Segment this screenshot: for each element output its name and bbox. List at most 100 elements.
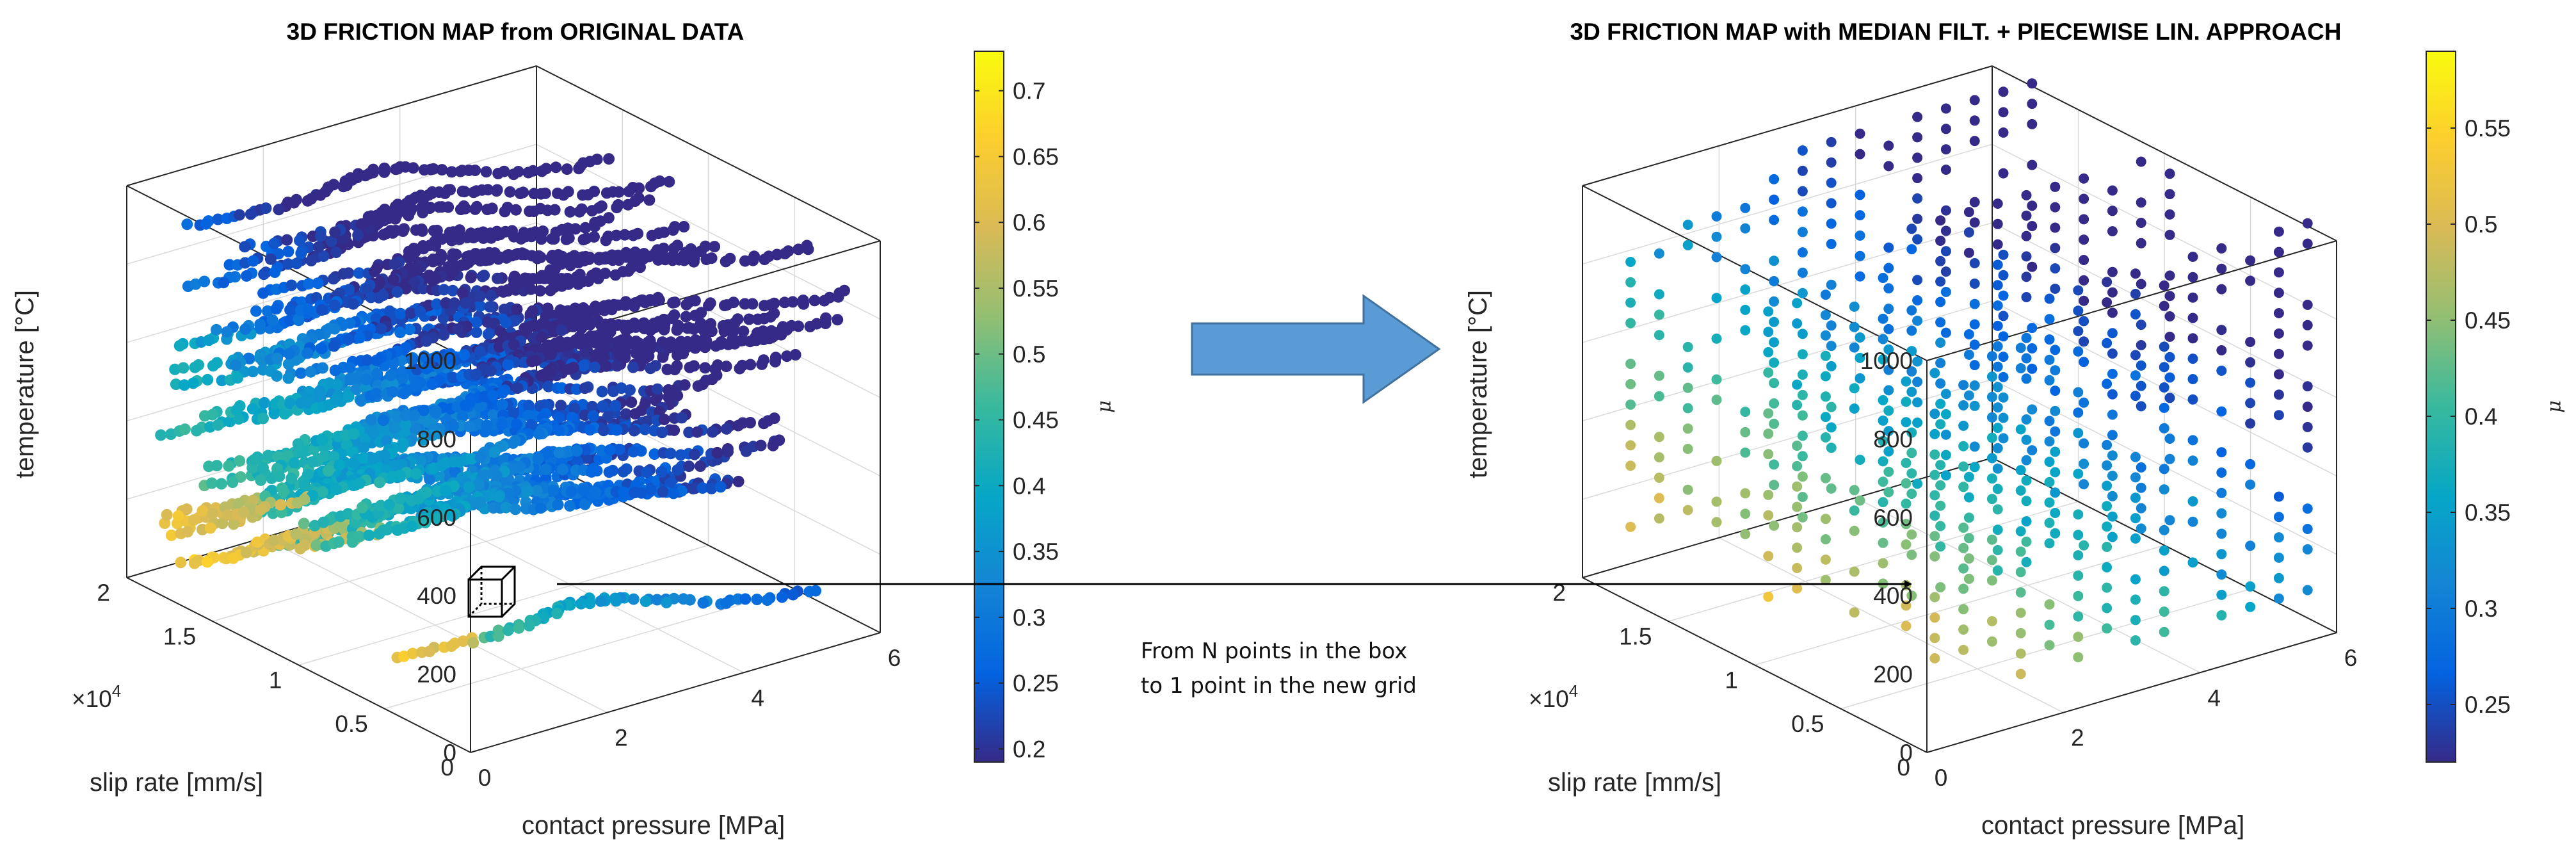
data-point xyxy=(1855,332,1865,343)
data-point xyxy=(1855,128,1865,139)
y-tick-label: 0 xyxy=(440,754,454,781)
data-point xyxy=(1849,607,1860,618)
colorbar-tick-label: 0.35 xyxy=(1013,539,1059,565)
data-point xyxy=(282,450,294,462)
data-point xyxy=(1992,280,2003,291)
data-point xyxy=(769,355,781,368)
data-point xyxy=(371,368,383,380)
data-point xyxy=(381,435,393,447)
data-point xyxy=(1986,371,1997,382)
data-point xyxy=(365,414,377,426)
data-point xyxy=(720,361,732,373)
data-point xyxy=(2273,288,2284,298)
colorbar-tick-label: 0.7 xyxy=(1013,78,1045,104)
data-point xyxy=(1654,492,1664,503)
data-point xyxy=(2245,357,2256,368)
data-point xyxy=(1826,157,1837,168)
data-point xyxy=(377,414,389,426)
data-point xyxy=(2102,378,2113,389)
data-point xyxy=(1826,341,1837,352)
data-point xyxy=(394,327,407,339)
data-point xyxy=(448,297,460,309)
data-point xyxy=(498,304,510,316)
data-point xyxy=(2050,446,2061,457)
data-point xyxy=(467,186,479,199)
data-point xyxy=(2050,365,2061,376)
data-point xyxy=(367,452,380,464)
data-point xyxy=(580,452,592,464)
data-point xyxy=(597,425,609,437)
data-point xyxy=(2073,550,2084,561)
data-point xyxy=(1654,330,1664,341)
data-point xyxy=(200,218,212,230)
data-point xyxy=(664,448,677,460)
data-point xyxy=(2107,430,2118,441)
data-point xyxy=(1912,418,1923,428)
data-point xyxy=(623,186,635,198)
data-point xyxy=(2107,185,2118,196)
data-point xyxy=(1992,545,2003,555)
data-point xyxy=(302,304,314,316)
data-point xyxy=(1820,432,1831,443)
colorbar-tick-label: 0.45 xyxy=(2465,307,2511,334)
data-point xyxy=(1992,463,2003,474)
data-point xyxy=(688,323,700,335)
data-point xyxy=(545,348,557,361)
data-point xyxy=(1912,295,1923,305)
data-point xyxy=(446,640,458,652)
data-point xyxy=(2102,337,2113,348)
data-point xyxy=(561,273,574,284)
data-point xyxy=(302,397,314,409)
x-tick-label: 0 xyxy=(478,765,492,791)
data-point xyxy=(271,352,283,364)
data-point xyxy=(309,519,321,532)
data-point xyxy=(1969,380,1980,391)
data-point xyxy=(2079,459,2089,469)
data-point xyxy=(737,325,750,337)
data-point xyxy=(624,384,636,396)
data-point xyxy=(2021,353,2032,364)
data-point xyxy=(1849,403,1860,414)
data-point xyxy=(781,350,793,362)
data-point xyxy=(1792,318,1803,329)
data-point xyxy=(284,304,296,316)
data-point xyxy=(414,305,426,318)
data-point xyxy=(354,332,366,344)
data-point xyxy=(342,391,355,403)
data-point xyxy=(436,164,448,176)
data-point xyxy=(818,295,830,307)
data-point xyxy=(680,311,692,323)
data-point xyxy=(1935,215,1946,226)
data-point xyxy=(613,186,625,198)
data-point xyxy=(699,362,711,374)
data-point xyxy=(1986,636,1997,647)
data-point xyxy=(1986,555,1997,565)
data-point xyxy=(264,253,277,265)
data-point xyxy=(1998,412,2009,423)
data-point xyxy=(1625,297,1636,308)
data-point xyxy=(2015,587,2026,598)
data-point xyxy=(2136,238,2146,248)
data-point xyxy=(2130,635,2141,646)
data-point xyxy=(1958,380,1969,391)
data-point xyxy=(1792,460,1803,471)
exponent-power: 4 xyxy=(1569,681,1578,701)
data-point xyxy=(522,400,535,412)
grid-line xyxy=(213,501,623,622)
data-point xyxy=(426,275,439,287)
data-point xyxy=(292,438,304,450)
data-point xyxy=(2302,218,2313,229)
data-point xyxy=(262,450,274,462)
data-point xyxy=(2102,521,2113,532)
data-point xyxy=(241,270,253,282)
data-point xyxy=(348,428,360,440)
data-point xyxy=(474,496,487,508)
data-point xyxy=(2027,118,2038,129)
data-point xyxy=(2187,292,2198,303)
data-point xyxy=(270,303,282,315)
data-point xyxy=(819,318,832,329)
data-point xyxy=(1792,400,1803,410)
data-point xyxy=(1849,566,1860,577)
data-point xyxy=(373,291,385,304)
x-tick-label: 6 xyxy=(2344,645,2358,671)
